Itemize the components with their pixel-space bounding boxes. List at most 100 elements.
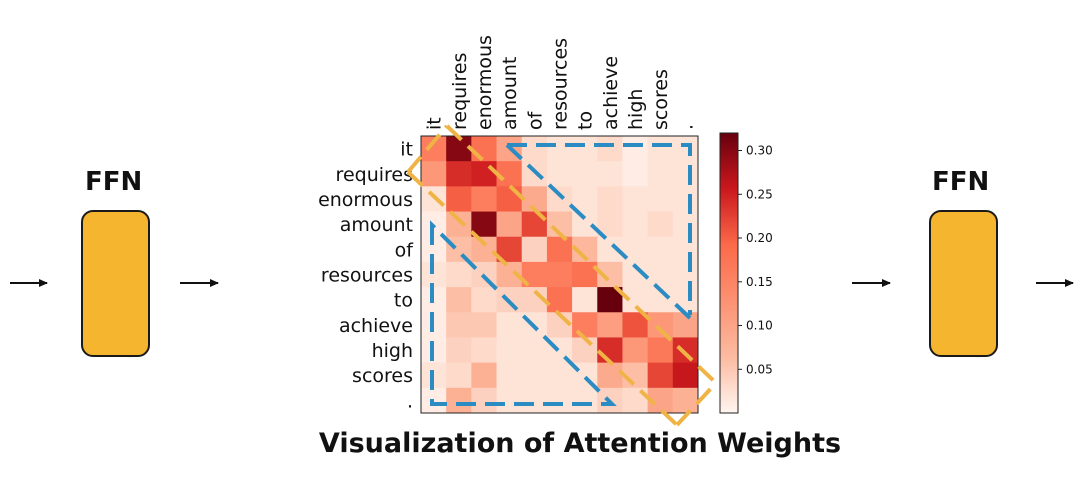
heatmap-cell: [672, 186, 699, 212]
heatmap-cell: [446, 312, 472, 338]
heatmap-cell: [597, 136, 623, 162]
column-label: it: [424, 117, 446, 130]
heatmap-cell: [572, 387, 598, 414]
heatmap-cell: [572, 161, 598, 187]
heatmap-cell: [572, 312, 598, 338]
heatmap-cell: [546, 287, 573, 313]
heatmap-cell: [546, 387, 573, 414]
heatmap-cell: [572, 337, 598, 364]
heatmap-cell: [622, 161, 649, 187]
colorbar-tick-label: 0.25: [746, 187, 773, 201]
row-label: high: [372, 340, 413, 362]
row-label: .: [407, 390, 413, 412]
heatmap-cell: [672, 287, 699, 313]
heatmap-cell: [622, 211, 649, 238]
heatmap-cell: [471, 362, 497, 389]
colorbar-tick-label: 0.30: [746, 144, 773, 158]
row-label: of: [395, 239, 415, 261]
heatmap-cell: [496, 337, 523, 364]
orange-dashed-band-lower: [406, 170, 679, 427]
row-label: requires: [336, 164, 413, 186]
heatmap-grid: [421, 136, 699, 414]
row-label: resources: [321, 265, 413, 287]
heatmap-cell: [471, 236, 497, 263]
heatmap-cell: [647, 362, 674, 389]
heatmap-cell: [446, 186, 472, 212]
heatmap-cell: [421, 161, 447, 187]
row-label: amount: [340, 214, 413, 236]
column-label: of: [524, 110, 546, 130]
heatmap-cell: [546, 161, 573, 187]
colorbar: [719, 132, 739, 414]
heatmap-cell: [622, 186, 649, 212]
heatmap-cell: [672, 337, 699, 364]
ffn-left-label: FFN: [85, 167, 143, 197]
row-label: scores: [352, 365, 413, 387]
heatmap-cell: [421, 186, 447, 212]
heatmap-cell: [471, 186, 497, 212]
heatmap-cell: [672, 362, 699, 389]
heatmap-cell: [597, 337, 623, 364]
column-label: scores: [650, 69, 672, 130]
column-label: requires: [449, 53, 471, 130]
heatmap-cell: [521, 161, 548, 187]
heatmap-cell: [672, 236, 699, 263]
column-tick-labels: it requires enormous amount of resources to ach…: [424, 35, 698, 130]
blue-dashed-upper-diagonal: [505, 143, 692, 320]
column-label: amount: [499, 57, 521, 130]
ffn-right-block: [929, 210, 998, 357]
column-label: to: [575, 111, 597, 130]
heatmap-cell: [446, 261, 472, 288]
heatmap-cell: [471, 287, 497, 313]
ffn-left-block: [81, 210, 150, 357]
heatmap-cell: [521, 136, 548, 162]
heatmap-cell: [471, 161, 497, 187]
heatmap-cell: [597, 362, 623, 389]
heatmap-cell: [496, 211, 523, 238]
heatmap-cell: [446, 136, 472, 162]
column-label: .: [675, 124, 697, 130]
row-label: to: [394, 290, 413, 312]
heatmap-cell: [546, 186, 573, 212]
heatmap-cell: [597, 161, 623, 187]
colorbar-tick-label: 0.15: [746, 275, 773, 289]
heatmap-cell: [647, 261, 674, 288]
heatmap-frame: [420, 135, 699, 414]
heatmap-cell: [546, 261, 573, 288]
heatmap-cell: [546, 362, 573, 389]
colorbar-tick-label: 0.10: [746, 319, 773, 333]
heatmap-cell: [496, 387, 523, 414]
column-label: high: [625, 89, 647, 130]
ffn-right-label: FFN: [932, 167, 990, 197]
heatmap-cell: [471, 136, 497, 162]
heatmap-cell: [672, 211, 699, 238]
heatmap-cell: [572, 136, 598, 162]
heatmap-cell: [446, 387, 472, 414]
heatmap-cell: [521, 387, 548, 414]
heatmap-cell: [647, 161, 674, 187]
orange-dashed-band-cap-top: [406, 124, 449, 174]
heatmap-cell: [546, 136, 573, 162]
row-label: enormous: [318, 189, 413, 211]
heatmap-cell: [647, 312, 674, 338]
heatmap-cell: [647, 136, 674, 162]
heatmap-cell: [521, 236, 548, 263]
heatmap-cell: [446, 362, 472, 389]
orange-dashed-band-upper: [445, 124, 718, 385]
colorbar-tick-label: 0.20: [746, 231, 773, 245]
colorbar-ticks: 0.30 0.25 0.20 0.15 0.10 0.05: [738, 144, 773, 376]
heatmap-cell: [572, 186, 598, 212]
heatmap-cell: [572, 287, 598, 313]
heatmap-cell: [521, 211, 548, 238]
heatmap-cell: [546, 236, 573, 263]
row-tick-labels: it requires enormous amount of resources to ach…: [318, 139, 414, 413]
heatmap-cell: [446, 211, 472, 238]
heatmap-cell: [672, 387, 699, 414]
blue-dashed-lower-region: [430, 220, 617, 406]
heatmap-cell: [471, 312, 497, 338]
heatmap-cell: [572, 261, 598, 288]
orange-dashed-band-cap-bottom: [675, 381, 718, 427]
heatmap-cell: [597, 312, 623, 338]
heatmap-cell: [496, 362, 523, 389]
